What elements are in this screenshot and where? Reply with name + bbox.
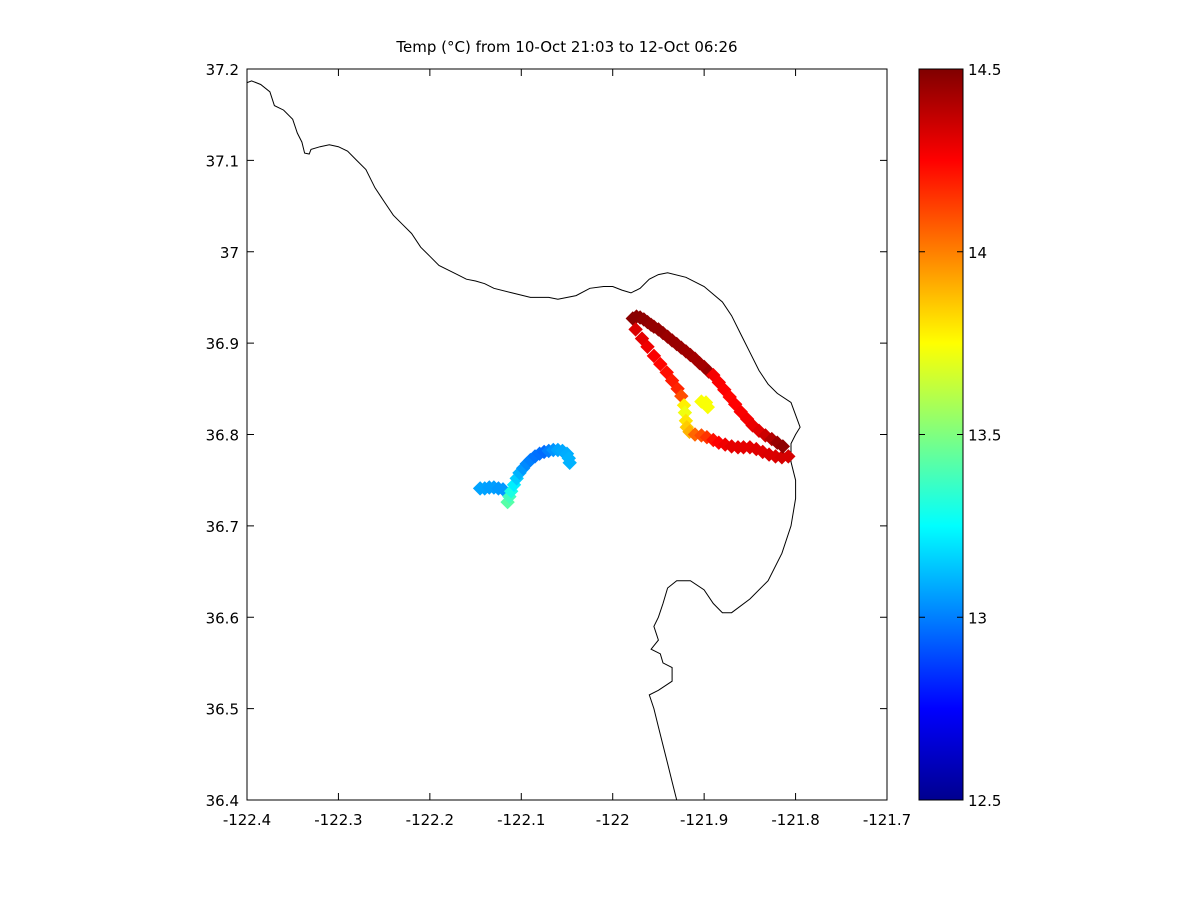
colorbar-tick-label: 12.5	[968, 792, 1001, 810]
x-tick-label: -121.9	[680, 811, 728, 829]
y-tick-label: 36.5	[206, 701, 239, 719]
x-tick-label: -122.3	[314, 811, 362, 829]
data-point	[775, 439, 791, 454]
data-point	[700, 399, 716, 415]
y-tick-label: 36.6	[206, 609, 239, 627]
x-tick-label: -121.8	[771, 811, 819, 829]
y-tick-label: 36.7	[206, 518, 239, 536]
data-point	[562, 455, 577, 471]
x-tick-label: -122.1	[497, 811, 545, 829]
y-tick-label: 36.9	[206, 335, 239, 353]
y-tick-label: 37.2	[206, 61, 239, 79]
data-point	[640, 339, 655, 355]
coastline	[247, 80, 801, 800]
x-tick-label: -122.4	[223, 811, 271, 829]
y-tick-label: 37.1	[206, 152, 239, 170]
x-tick-label: -122	[596, 811, 630, 829]
x-tick-label: -121.7	[863, 811, 911, 829]
colorbar-tick-label: 13.5	[968, 427, 1001, 445]
data-point	[653, 356, 668, 372]
data-point	[781, 449, 796, 464]
y-tick-label: 36.4	[206, 792, 239, 810]
plot-frame	[246, 68, 888, 801]
colorbar-tick-label: 13	[968, 609, 987, 627]
data-point	[628, 322, 643, 337]
data-point	[646, 348, 662, 364]
colorbar-tick-label: 14	[968, 244, 987, 262]
colorbar	[918, 68, 964, 801]
chart-title: Temp (°C) from 10-Oct 21:03 to 12-Oct 06…	[395, 38, 737, 56]
x-tick-label: -122.2	[406, 811, 454, 829]
y-tick-label: 37	[220, 244, 239, 262]
colorbar-tick-label: 14.5	[968, 61, 1001, 79]
y-tick-label: 36.8	[206, 427, 239, 445]
